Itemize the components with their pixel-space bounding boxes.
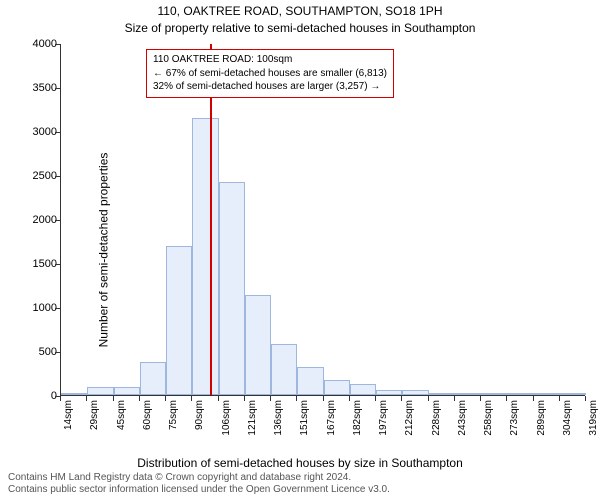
y-tick-label: 2500 bbox=[17, 170, 57, 182]
x-tick-label: 136sqm bbox=[273, 400, 284, 436]
x-tick-mark bbox=[86, 396, 87, 401]
x-tick-label: 121sqm bbox=[247, 400, 258, 436]
y-tick-mark bbox=[55, 88, 60, 89]
x-tick-mark bbox=[533, 396, 534, 401]
x-tick-mark bbox=[454, 396, 455, 401]
histogram-bar bbox=[507, 393, 533, 395]
x-tick-mark bbox=[428, 396, 429, 401]
x-tick-label: 243sqm bbox=[457, 400, 468, 436]
annotation-line: 32% of semi-detached houses are larger (… bbox=[153, 80, 387, 94]
x-tick-label: 289sqm bbox=[536, 400, 547, 436]
x-tick-label: 151sqm bbox=[299, 400, 310, 436]
x-tick-label: 197sqm bbox=[378, 400, 389, 436]
histogram-bar bbox=[87, 387, 113, 395]
histogram-bar bbox=[481, 393, 507, 395]
y-tick-mark bbox=[55, 44, 60, 45]
histogram-bar bbox=[61, 393, 87, 395]
histogram-bar bbox=[455, 393, 481, 395]
y-tick-mark bbox=[55, 132, 60, 133]
x-tick-mark bbox=[139, 396, 140, 401]
histogram-bar bbox=[350, 384, 376, 395]
x-tick-label: 75sqm bbox=[168, 400, 179, 430]
x-tick-mark bbox=[165, 396, 166, 401]
x-tick-label: 319sqm bbox=[588, 400, 599, 436]
x-tick-label: 90sqm bbox=[194, 400, 205, 430]
y-tick-label: 1500 bbox=[17, 258, 57, 270]
histogram-bar bbox=[114, 387, 140, 395]
histogram-bar bbox=[402, 390, 428, 395]
x-tick-mark bbox=[60, 396, 61, 401]
x-tick-label: 106sqm bbox=[221, 400, 232, 436]
x-tick-label: 29sqm bbox=[89, 400, 100, 430]
histogram-bar bbox=[219, 182, 245, 395]
x-tick-mark bbox=[559, 396, 560, 401]
x-tick-label: 14sqm bbox=[63, 400, 74, 430]
x-tick-mark bbox=[191, 396, 192, 401]
x-tick-label: 258sqm bbox=[483, 400, 494, 436]
x-tick-mark bbox=[113, 396, 114, 401]
annotation-line: 110 OAKTREE ROAD: 100sqm bbox=[153, 53, 387, 67]
x-tick-mark bbox=[506, 396, 507, 401]
histogram-bar bbox=[324, 380, 350, 395]
x-tick-mark bbox=[296, 396, 297, 401]
x-tick-label: 167sqm bbox=[326, 400, 337, 436]
y-tick-mark bbox=[55, 352, 60, 353]
histogram-bar bbox=[534, 393, 560, 395]
chart-subtitle: Size of property relative to semi-detach… bbox=[0, 21, 600, 35]
x-tick-label: 273sqm bbox=[509, 400, 520, 436]
x-tick-label: 304sqm bbox=[562, 400, 573, 436]
histogram-bar bbox=[245, 295, 271, 395]
histogram-bar bbox=[192, 118, 218, 395]
x-tick-label: 60sqm bbox=[142, 400, 153, 430]
footer-line-2: Contains public sector information licen… bbox=[8, 484, 390, 496]
x-tick-mark bbox=[480, 396, 481, 401]
y-tick-label: 0 bbox=[17, 390, 57, 402]
histogram-bar bbox=[297, 367, 323, 395]
y-tick-mark bbox=[55, 176, 60, 177]
footer-line-1: Contains HM Land Registry data © Crown c… bbox=[8, 472, 390, 484]
chart-title: 110, OAKTREE ROAD, SOUTHAMPTON, SO18 1PH bbox=[0, 4, 600, 18]
x-tick-mark bbox=[401, 396, 402, 401]
x-tick-mark bbox=[323, 396, 324, 401]
x-tick-label: 228sqm bbox=[431, 400, 442, 436]
histogram-bar bbox=[140, 362, 166, 395]
y-tick-mark bbox=[55, 220, 60, 221]
y-tick-mark bbox=[55, 264, 60, 265]
x-tick-mark bbox=[375, 396, 376, 401]
x-tick-mark bbox=[585, 396, 586, 401]
histogram-bar bbox=[429, 393, 455, 395]
x-tick-label: 45sqm bbox=[116, 400, 127, 430]
histogram-bar bbox=[376, 390, 402, 395]
x-tick-mark bbox=[218, 396, 219, 401]
y-tick-label: 4000 bbox=[17, 38, 57, 50]
y-tick-label: 3000 bbox=[17, 126, 57, 138]
y-tick-label: 3500 bbox=[17, 82, 57, 94]
x-tick-mark bbox=[270, 396, 271, 401]
plot-area: 110 OAKTREE ROAD: 100sqm← 67% of semi-de… bbox=[60, 44, 585, 396]
y-tick-label: 2000 bbox=[17, 214, 57, 226]
x-tick-mark bbox=[349, 396, 350, 401]
histogram-bar bbox=[560, 393, 586, 395]
y-tick-label: 1000 bbox=[17, 302, 57, 314]
footer-attribution: Contains HM Land Registry data © Crown c… bbox=[8, 472, 390, 496]
histogram-bar bbox=[166, 246, 192, 395]
x-tick-label: 182sqm bbox=[352, 400, 363, 436]
x-axis-label: Distribution of semi-detached houses by … bbox=[0, 456, 600, 470]
x-tick-mark bbox=[244, 396, 245, 401]
y-tick-label: 500 bbox=[17, 346, 57, 358]
y-tick-mark bbox=[55, 308, 60, 309]
x-tick-label: 212sqm bbox=[404, 400, 415, 436]
histogram-bar bbox=[271, 344, 297, 395]
annotation-line: ← 67% of semi-detached houses are smalle… bbox=[153, 67, 387, 81]
annotation-box: 110 OAKTREE ROAD: 100sqm← 67% of semi-de… bbox=[146, 49, 394, 98]
